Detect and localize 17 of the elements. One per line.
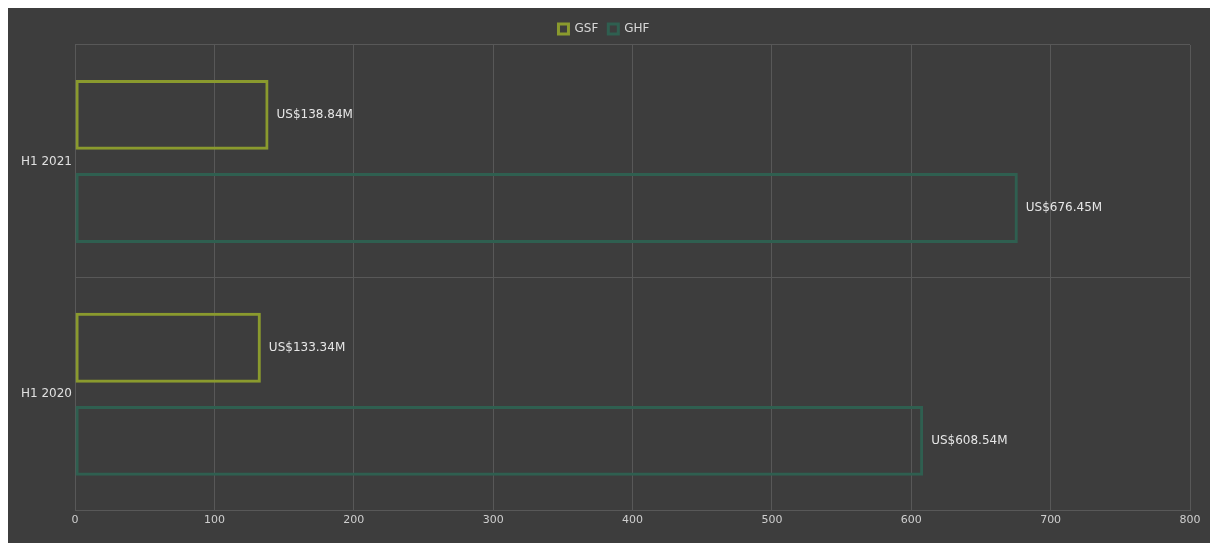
- x-tick-label: 100: [203, 513, 225, 527]
- data-label: US$608.54M: [931, 433, 1008, 448]
- legend-label: GHF: [624, 21, 650, 36]
- x-tick-label: 200: [343, 513, 365, 527]
- legend-label: GSF: [574, 21, 599, 36]
- x-tick-label: 600: [900, 513, 922, 527]
- y-tick-label: H1 2020: [21, 386, 73, 401]
- x-tick-label: 700: [1040, 513, 1062, 527]
- data-label: US$138.84M: [276, 107, 353, 121]
- x-tick-label: 400: [622, 513, 644, 527]
- y-tick-label: H1 2021: [21, 153, 73, 168]
- x-tick-label: 0: [71, 513, 79, 527]
- data-label: US$676.45M: [1025, 200, 1103, 215]
- x-tick-label: 800: [1179, 513, 1201, 527]
- data-label: US$133.34M: [268, 339, 346, 354]
- x-tick-label: 500: [761, 513, 783, 527]
- x-tick-label: 300: [482, 513, 504, 527]
